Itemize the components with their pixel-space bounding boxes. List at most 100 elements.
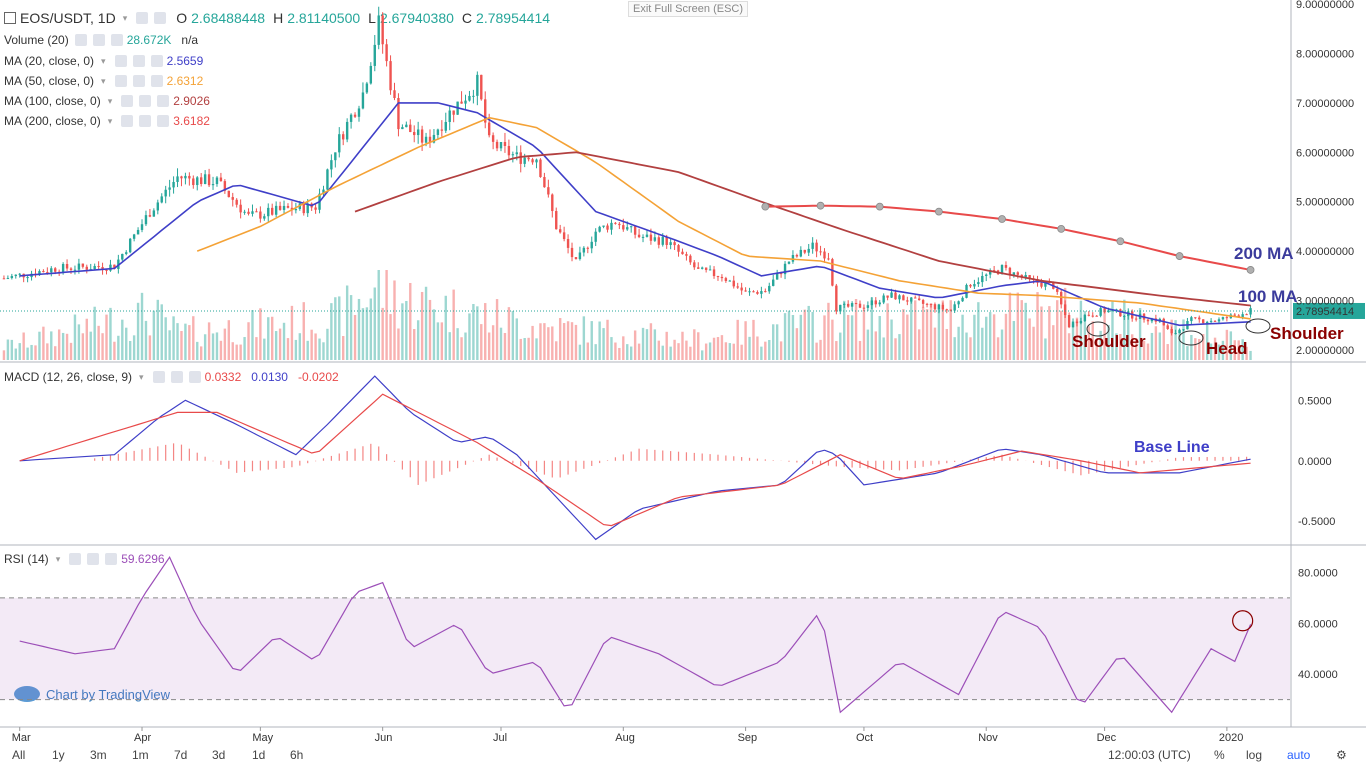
gear-icon[interactable] — [132, 55, 145, 67]
volume-bar — [925, 309, 929, 360]
eye-icon[interactable] — [121, 115, 134, 127]
macd-histogram-bar — [220, 460, 222, 465]
range-button-all[interactable]: All — [12, 748, 26, 762]
gear-icon[interactable] — [132, 75, 145, 87]
macd-histogram-bar — [812, 460, 814, 465]
macd-histogram-bar — [386, 454, 388, 461]
rsi-axis-tick: 40.0000 — [1298, 669, 1338, 681]
chevron-down-icon[interactable]: ▾ — [101, 55, 106, 66]
candle — [543, 177, 546, 188]
eye-icon[interactable] — [114, 55, 127, 67]
macd-histogram-bar — [654, 449, 656, 461]
close-icon[interactable] — [105, 553, 118, 565]
close-icon[interactable] — [110, 34, 123, 46]
eye-icon[interactable] — [152, 371, 165, 383]
gear-icon[interactable] — [92, 34, 105, 46]
volume-bar — [452, 289, 455, 360]
close-icon[interactable] — [157, 115, 170, 127]
chevron-down-icon[interactable]: ▾ — [55, 553, 61, 564]
range-button-1d[interactable]: 1d — [252, 748, 266, 762]
exit-full-screen-button[interactable]: Exit Full Screen (ESC) — [628, 1, 749, 17]
candle — [385, 44, 388, 62]
chevron-down-icon[interactable]: ▾ — [139, 371, 144, 382]
volume-bar — [61, 332, 65, 360]
candle — [708, 269, 712, 271]
eye-icon[interactable] — [69, 553, 82, 565]
gear-icon[interactable]: ⚙ — [1336, 748, 1347, 762]
percent-toggle[interactable]: % — [1214, 748, 1225, 762]
candle — [744, 290, 747, 292]
eye-icon[interactable] — [121, 95, 134, 107]
candle — [401, 127, 404, 130]
collapse-icon[interactable] — [4, 12, 16, 24]
range-button-3d[interactable]: 3d — [212, 748, 226, 762]
candle — [539, 159, 542, 178]
macd-histogram-bar — [1135, 460, 1137, 466]
volume-bar — [1194, 338, 1197, 360]
candle — [866, 305, 870, 308]
volume-bar — [480, 324, 483, 360]
candle — [535, 159, 538, 163]
volume-bar — [85, 318, 88, 360]
candle — [1178, 329, 1181, 334]
candle — [65, 263, 69, 269]
candle — [349, 114, 353, 122]
chevron-down-icon[interactable]: ▾ — [101, 75, 106, 86]
candle — [1249, 308, 1252, 315]
close-icon[interactable] — [150, 75, 163, 87]
gear-icon[interactable] — [139, 115, 152, 127]
chevron-down-icon[interactable]: ▾ — [107, 115, 113, 126]
symbol-legend: EOS/USDT, 1D ▾ O 2.68488448 H 2.81140500 L… — [4, 10, 550, 26]
range-button-1m[interactable]: 1m — [132, 748, 149, 762]
volume-bar — [1154, 326, 1158, 360]
close-icon[interactable] — [157, 95, 170, 107]
gear-icon[interactable] — [170, 371, 183, 383]
chevron-down-icon[interactable]: ▾ — [122, 12, 128, 23]
macd-histogram-bar — [859, 460, 861, 469]
eye-icon[interactable] — [74, 34, 87, 46]
chevron-down-icon[interactable]: ▾ — [107, 95, 113, 106]
range-button-7d[interactable]: 7d — [174, 748, 188, 762]
range-button-3m[interactable]: 3m — [90, 748, 107, 762]
candle — [440, 129, 444, 131]
volume-bar — [606, 319, 609, 360]
tradingview-watermark[interactable]: Chart by TradingView — [14, 686, 170, 702]
volume-bar — [306, 340, 309, 360]
candle — [760, 291, 763, 294]
time-axis-label: Nov — [978, 732, 998, 744]
volume-bar — [807, 305, 810, 360]
close-icon[interactable] — [150, 55, 163, 67]
candle — [886, 295, 889, 298]
candle — [97, 266, 100, 268]
range-button-6h[interactable]: 6h — [290, 748, 304, 762]
close-icon[interactable] — [188, 371, 201, 383]
candle — [1067, 315, 1071, 328]
candle — [839, 304, 842, 312]
range-button-1y[interactable]: 1y — [52, 748, 65, 762]
candle — [428, 136, 432, 143]
candle — [267, 207, 270, 217]
macd-histogram-bar — [401, 460, 403, 470]
auto-toggle[interactable]: auto — [1287, 748, 1311, 762]
gear-icon[interactable] — [139, 95, 152, 107]
candle — [957, 301, 960, 305]
volume-bar — [318, 338, 321, 360]
gear-icon[interactable] — [87, 553, 100, 565]
log-toggle[interactable]: log — [1246, 748, 1263, 762]
candle — [783, 263, 787, 275]
volume-group — [2, 270, 1252, 360]
eye-icon[interactable] — [114, 75, 127, 87]
open-value: 2.68488448 — [191, 10, 266, 26]
candle — [148, 215, 152, 217]
eye-icon[interactable] — [136, 12, 149, 24]
volume-bar — [582, 316, 586, 360]
candle — [701, 267, 704, 269]
gear-icon[interactable] — [154, 12, 167, 24]
high-value: 2.81140500 — [287, 10, 361, 26]
candle — [835, 285, 838, 312]
macd-histogram-bar — [425, 460, 427, 482]
candle — [77, 263, 81, 270]
volume-bar — [775, 324, 779, 360]
candle — [160, 196, 163, 203]
